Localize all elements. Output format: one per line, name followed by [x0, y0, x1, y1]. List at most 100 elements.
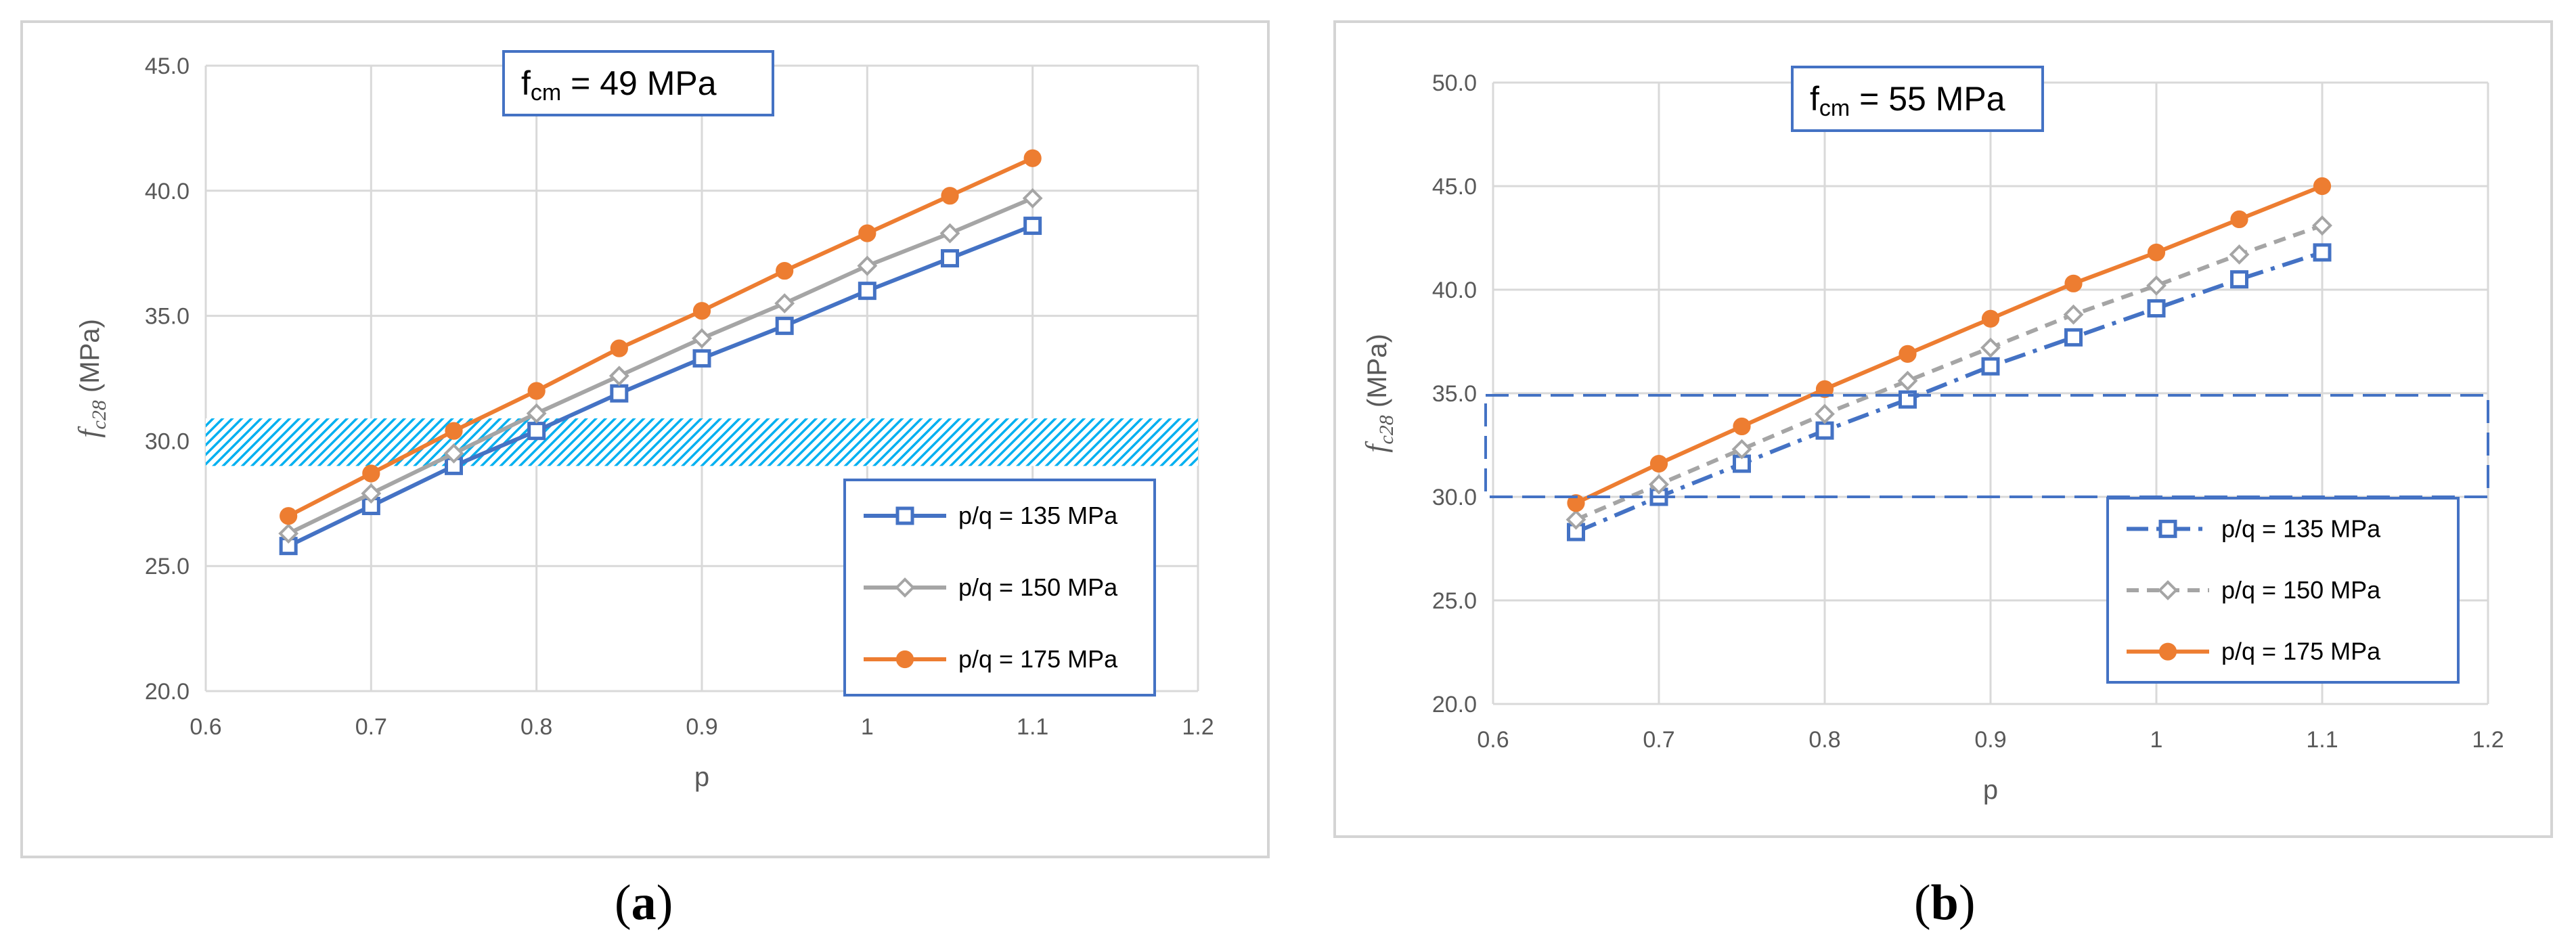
- y-axis-label: fc28 (MPa): [72, 319, 110, 438]
- x-tick-label: 1: [861, 714, 874, 740]
- data-point: [776, 261, 794, 280]
- data-point: [1731, 439, 1752, 460]
- data-point: [1567, 494, 1585, 512]
- data-point: [692, 328, 712, 349]
- legend-label: p/q = 150 MPa: [2221, 576, 2381, 604]
- legend-marker: [2158, 519, 2177, 538]
- y-tick-label: 45.0: [1432, 174, 1477, 200]
- y-tick-label: 45.0: [145, 53, 190, 79]
- x-axis-label: p: [694, 762, 709, 792]
- data-point: [2147, 243, 2166, 262]
- y-tick-label: 20.0: [1432, 692, 1477, 718]
- data-point: [443, 443, 464, 464]
- series-line: [1575, 250, 2323, 534]
- data-point: [1980, 337, 2001, 358]
- series-3: [280, 149, 1042, 525]
- series-line: [287, 156, 1034, 518]
- data-point: [1897, 370, 1918, 391]
- y-tick-label: 40.0: [1432, 278, 1477, 303]
- x-tick-label: 0.6: [190, 714, 221, 740]
- chart-title-box: [502, 50, 774, 116]
- data-point: [692, 349, 711, 368]
- chart-b-svg: 0.6 0.7 0.8 0.9 1 1.1 1.2 20.0 25.0 30.0 35.0 40.0 4…: [1360, 66, 2504, 805]
- data-point: [1022, 187, 1043, 208]
- chart-panel-a: 0.6 0.7 0.8 0.9 1 1.1 1.2 20.0 25.0 30.0 35.0 40.0 4…: [20, 20, 1270, 858]
- y-tick-label: 30.0: [145, 428, 190, 454]
- series-line: [1575, 184, 2324, 505]
- x-tick-label: 1.2: [2472, 727, 2504, 753]
- legend-label: p/q = 150 MPa: [958, 573, 1118, 601]
- y-tick-label: 20.0: [145, 679, 190, 705]
- data-point: [280, 507, 298, 525]
- legend-label: p/q = 135 MPa: [2221, 514, 2381, 542]
- data-point: [1649, 474, 1669, 495]
- data-point: [1023, 149, 1042, 167]
- legend: p/q = 135 MPa p/q = 150 MPa p/q = 175 MPa: [2106, 497, 2460, 684]
- x-tick-label: 0.8: [1808, 727, 1840, 753]
- data-point: [858, 224, 876, 242]
- target-range-band: [1484, 394, 2489, 498]
- data-point: [527, 422, 546, 441]
- chart-a-svg: 0.6 0.7 0.8 0.9 1 1.1 1.2 20.0 25.0 30.0 35.0 40.0 4…: [72, 50, 1214, 792]
- y-tick-label: 25.0: [145, 554, 190, 579]
- data-point: [774, 293, 795, 314]
- data-point: [1815, 421, 1834, 440]
- data-point: [1981, 357, 2000, 376]
- data-point: [1023, 217, 1042, 236]
- series-2: [1565, 215, 2332, 530]
- data-point: [2312, 215, 2332, 236]
- series-3: [1567, 177, 2332, 512]
- x-tick-label: 0.9: [1974, 727, 2006, 753]
- x-tick-label: 0.7: [1643, 727, 1674, 753]
- data-point: [1565, 509, 1586, 530]
- y-tick-label: 35.0: [1432, 381, 1477, 407]
- legend-item-3: p/q = 175 MPa: [2127, 638, 2381, 665]
- data-point: [1981, 309, 2000, 328]
- series-line: [287, 196, 1034, 535]
- x-tick-label: 0.9: [686, 714, 717, 740]
- legend-marker: [2158, 642, 2177, 661]
- x-tick-label: 1.1: [2306, 727, 2338, 753]
- chart-title-box: [1791, 66, 2044, 132]
- y-tick-label: 50.0: [1432, 70, 1477, 96]
- data-point: [692, 302, 711, 320]
- x-tick-label: 0.6: [1477, 727, 1509, 753]
- data-point: [1815, 380, 1834, 398]
- data-point: [775, 316, 794, 335]
- data-point: [610, 339, 628, 357]
- y-tick-label: 30.0: [1432, 485, 1477, 510]
- legend-marker: [895, 577, 915, 598]
- y-axis-label: fc28 (MPa): [1360, 334, 1398, 453]
- data-point: [1649, 454, 1668, 473]
- data-point: [2063, 304, 2084, 325]
- data-point: [939, 223, 960, 244]
- legend-label: p/q = 135 MPa: [958, 502, 1118, 529]
- data-point: [1733, 417, 1751, 436]
- x-tick-label: 1.2: [1182, 714, 1214, 740]
- data-point: [1815, 403, 1835, 424]
- data-point: [361, 483, 382, 504]
- legend-item-3: p/q = 175 MPa: [864, 645, 1118, 673]
- x-axis-label: p: [1983, 775, 1998, 805]
- data-point: [2313, 177, 2332, 196]
- data-point: [941, 187, 959, 205]
- target-range-band: [206, 418, 1198, 466]
- panel-label-b: (b): [1914, 875, 1976, 931]
- data-point: [527, 382, 546, 400]
- data-point: [1898, 345, 1917, 363]
- data-point: [610, 384, 629, 403]
- legend-item-2: p/q = 150 MPa: [864, 573, 1118, 601]
- legend-label: p/q = 175 MPa: [958, 645, 1118, 673]
- data-point: [526, 403, 547, 424]
- y-tick-label: 40.0: [145, 179, 190, 204]
- data-point: [2229, 244, 2250, 265]
- x-tick-label: 0.8: [520, 714, 552, 740]
- series-line: [287, 223, 1034, 548]
- legend-label: p/q = 175 MPa: [2221, 638, 2381, 665]
- data-point: [858, 282, 876, 301]
- series-2: [278, 187, 1043, 544]
- legend-item-1: p/q = 135 MPa: [864, 502, 1118, 529]
- data-point: [2146, 275, 2167, 296]
- legend-marker: [895, 650, 914, 669]
- chart-title: fcm = 49 MPa: [521, 64, 717, 106]
